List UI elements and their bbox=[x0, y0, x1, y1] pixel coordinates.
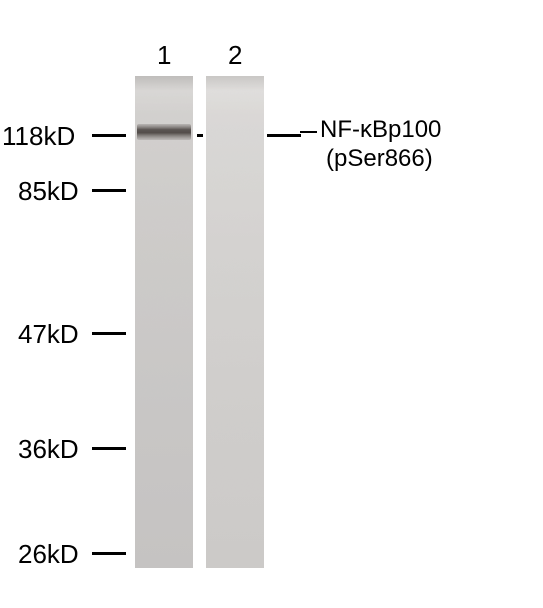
mw-label-85: 85kD bbox=[18, 176, 79, 207]
protein-pointer bbox=[300, 131, 317, 133]
mw-tick-118-left bbox=[92, 134, 126, 137]
mw-label-47: 47kD bbox=[18, 319, 79, 350]
mw-tick-47 bbox=[92, 332, 126, 335]
lane-1-header: 1 bbox=[157, 40, 171, 71]
mw-label-118: 118kD bbox=[2, 121, 75, 152]
gel-lane-2 bbox=[206, 76, 264, 568]
mw-tick-118-right bbox=[267, 134, 301, 137]
mw-tick-36 bbox=[92, 447, 126, 450]
protein-label-line2: (pSer866) bbox=[326, 145, 441, 174]
mw-tick-85 bbox=[92, 189, 126, 192]
gel-lane-1 bbox=[135, 76, 193, 568]
mw-tick-118-mid bbox=[197, 134, 203, 137]
mw-label-26: 26kD bbox=[18, 539, 79, 570]
mw-label-36: 36kD bbox=[18, 434, 79, 465]
mw-tick-26 bbox=[92, 552, 126, 555]
lane-2-header: 2 bbox=[228, 40, 242, 71]
protein-label: NF-κBp100 (pSer866) bbox=[320, 116, 441, 174]
protein-label-line1: NF-κBp100 bbox=[320, 116, 441, 145]
